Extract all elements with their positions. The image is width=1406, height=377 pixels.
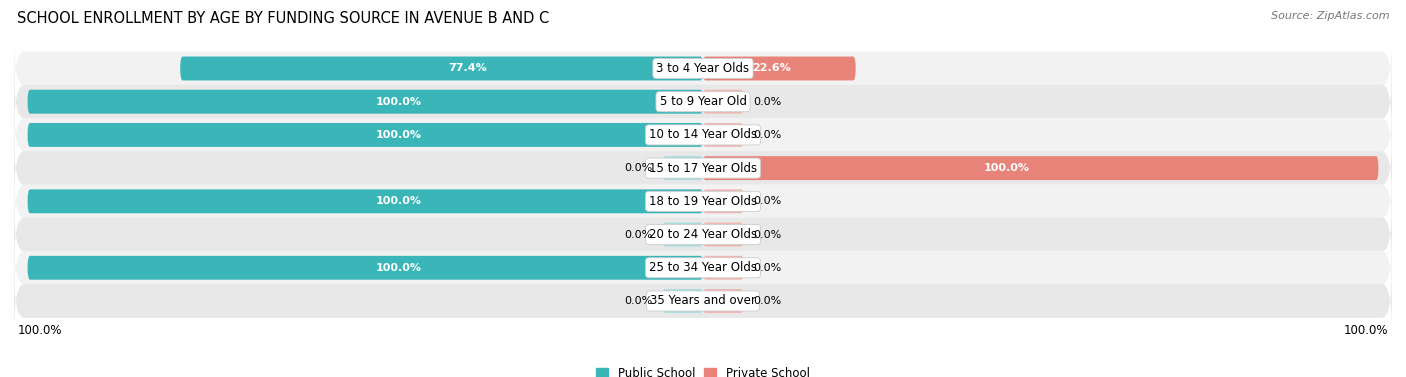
- FancyBboxPatch shape: [14, 69, 1392, 135]
- Text: 0.0%: 0.0%: [624, 163, 652, 173]
- Text: 35 Years and over: 35 Years and over: [650, 294, 756, 308]
- FancyBboxPatch shape: [28, 90, 703, 113]
- Text: 0.0%: 0.0%: [754, 230, 782, 239]
- FancyBboxPatch shape: [180, 57, 703, 80]
- FancyBboxPatch shape: [703, 289, 744, 313]
- Text: 15 to 17 Year Olds: 15 to 17 Year Olds: [650, 162, 756, 175]
- Text: 20 to 24 Year Olds: 20 to 24 Year Olds: [650, 228, 756, 241]
- Text: 18 to 19 Year Olds: 18 to 19 Year Olds: [650, 195, 756, 208]
- FancyBboxPatch shape: [14, 169, 1392, 234]
- Text: 100.0%: 100.0%: [1344, 324, 1389, 337]
- Text: 5 to 9 Year Old: 5 to 9 Year Old: [659, 95, 747, 108]
- Text: Source: ZipAtlas.com: Source: ZipAtlas.com: [1271, 11, 1389, 21]
- FancyBboxPatch shape: [28, 256, 703, 280]
- FancyBboxPatch shape: [703, 90, 744, 113]
- Text: 100.0%: 100.0%: [375, 196, 422, 206]
- Text: SCHOOL ENROLLMENT BY AGE BY FUNDING SOURCE IN AVENUE B AND C: SCHOOL ENROLLMENT BY AGE BY FUNDING SOUR…: [17, 11, 550, 26]
- Text: 22.6%: 22.6%: [752, 63, 792, 74]
- Text: 100.0%: 100.0%: [984, 163, 1031, 173]
- FancyBboxPatch shape: [14, 268, 1392, 334]
- FancyBboxPatch shape: [703, 222, 744, 247]
- Text: 0.0%: 0.0%: [754, 296, 782, 306]
- FancyBboxPatch shape: [14, 35, 1392, 101]
- Text: 0.0%: 0.0%: [754, 263, 782, 273]
- Text: 100.0%: 100.0%: [375, 97, 422, 107]
- Legend: Public School, Private School: Public School, Private School: [596, 367, 810, 377]
- FancyBboxPatch shape: [662, 289, 703, 313]
- FancyBboxPatch shape: [662, 222, 703, 247]
- Text: 77.4%: 77.4%: [449, 63, 486, 74]
- FancyBboxPatch shape: [28, 123, 703, 147]
- FancyBboxPatch shape: [703, 189, 744, 213]
- FancyBboxPatch shape: [662, 156, 703, 180]
- FancyBboxPatch shape: [703, 57, 856, 80]
- Text: 25 to 34 Year Olds: 25 to 34 Year Olds: [650, 261, 756, 274]
- Text: 100.0%: 100.0%: [375, 130, 422, 140]
- Text: 0.0%: 0.0%: [754, 130, 782, 140]
- Text: 100.0%: 100.0%: [17, 324, 62, 337]
- FancyBboxPatch shape: [703, 156, 1378, 180]
- FancyBboxPatch shape: [14, 102, 1392, 168]
- Text: 0.0%: 0.0%: [624, 296, 652, 306]
- FancyBboxPatch shape: [28, 189, 703, 213]
- FancyBboxPatch shape: [14, 202, 1392, 267]
- Text: 0.0%: 0.0%: [754, 97, 782, 107]
- FancyBboxPatch shape: [703, 256, 744, 280]
- Text: 100.0%: 100.0%: [375, 263, 422, 273]
- Text: 10 to 14 Year Olds: 10 to 14 Year Olds: [650, 129, 756, 141]
- Text: 3 to 4 Year Olds: 3 to 4 Year Olds: [657, 62, 749, 75]
- Text: 0.0%: 0.0%: [754, 196, 782, 206]
- FancyBboxPatch shape: [14, 135, 1392, 201]
- Text: 0.0%: 0.0%: [624, 230, 652, 239]
- FancyBboxPatch shape: [14, 235, 1392, 300]
- FancyBboxPatch shape: [703, 123, 744, 147]
